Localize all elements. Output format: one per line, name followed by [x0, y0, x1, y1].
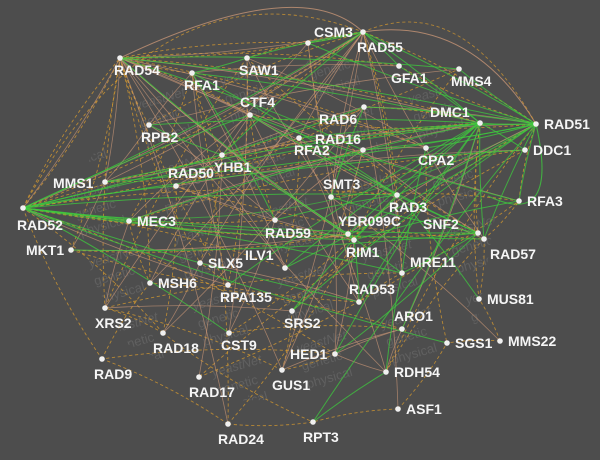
svg-text:SRS2: SRS2 — [284, 315, 321, 331]
svg-text:RAD17: RAD17 — [189, 384, 235, 400]
svg-text:MSH6: MSH6 — [158, 275, 197, 291]
svg-text:MMS4: MMS4 — [451, 73, 492, 89]
svg-text:CPA2: CPA2 — [418, 152, 455, 168]
svg-text:RAD9: RAD9 — [94, 366, 132, 382]
svg-text:CST9: CST9 — [221, 337, 257, 353]
svg-text:MUS81: MUS81 — [487, 291, 534, 307]
svg-text:RPB2: RPB2 — [141, 129, 179, 145]
svg-text:YHB1: YHB1 — [214, 159, 252, 175]
svg-text:RAD59: RAD59 — [265, 225, 311, 241]
svg-text:HED1: HED1 — [290, 346, 328, 362]
svg-text:RAD24: RAD24 — [218, 431, 264, 447]
svg-text:SGS1: SGS1 — [455, 335, 493, 351]
svg-text:RAD57: RAD57 — [490, 246, 536, 262]
svg-text:MKT1: MKT1 — [26, 242, 64, 258]
svg-text:XRS2: XRS2 — [95, 315, 132, 331]
svg-text:MRE11: MRE11 — [410, 254, 456, 270]
svg-text:CTF4: CTF4 — [240, 94, 275, 110]
svg-text:RAD54: RAD54 — [114, 62, 160, 78]
svg-text:GFA1: GFA1 — [391, 70, 428, 86]
svg-text:RAD52: RAD52 — [17, 217, 63, 233]
svg-text:RPA135: RPA135 — [220, 289, 272, 305]
svg-text:RFA1: RFA1 — [184, 77, 220, 93]
svg-text:DDC1: DDC1 — [533, 142, 571, 158]
svg-text:SNF2: SNF2 — [423, 216, 459, 232]
svg-text:RAD51: RAD51 — [544, 116, 590, 132]
svg-text:ILV1: ILV1 — [245, 247, 274, 263]
svg-text:MMS22: MMS22 — [508, 333, 556, 349]
svg-text:RAD50: RAD50 — [168, 165, 214, 181]
svg-text:SMT3: SMT3 — [323, 176, 361, 192]
svg-text:GUS1: GUS1 — [272, 377, 310, 393]
svg-text:MMS1: MMS1 — [53, 175, 94, 191]
svg-text:ARO1: ARO1 — [394, 308, 433, 324]
svg-text:RAD18: RAD18 — [153, 340, 199, 356]
svg-text:RAD53: RAD53 — [349, 281, 395, 297]
svg-text:RPT3: RPT3 — [303, 429, 339, 445]
svg-text:ASF1: ASF1 — [406, 401, 442, 417]
svg-text:CSM3: CSM3 — [314, 24, 353, 40]
svg-text:RAD16: RAD16 — [315, 131, 361, 147]
svg-text:SAW1: SAW1 — [239, 62, 279, 78]
svg-text:SLX5: SLX5 — [208, 255, 243, 271]
svg-text:RDH54: RDH54 — [394, 364, 440, 380]
svg-text:RAD6: RAD6 — [319, 111, 357, 127]
svg-text:RAD55: RAD55 — [357, 39, 403, 55]
svg-text:YBR099C: YBR099C — [338, 213, 401, 229]
svg-text:RIM1: RIM1 — [346, 244, 380, 260]
svg-text:DMC1: DMC1 — [430, 104, 470, 120]
svg-text:MEC3: MEC3 — [137, 213, 176, 229]
svg-text:RFA3: RFA3 — [527, 193, 563, 209]
